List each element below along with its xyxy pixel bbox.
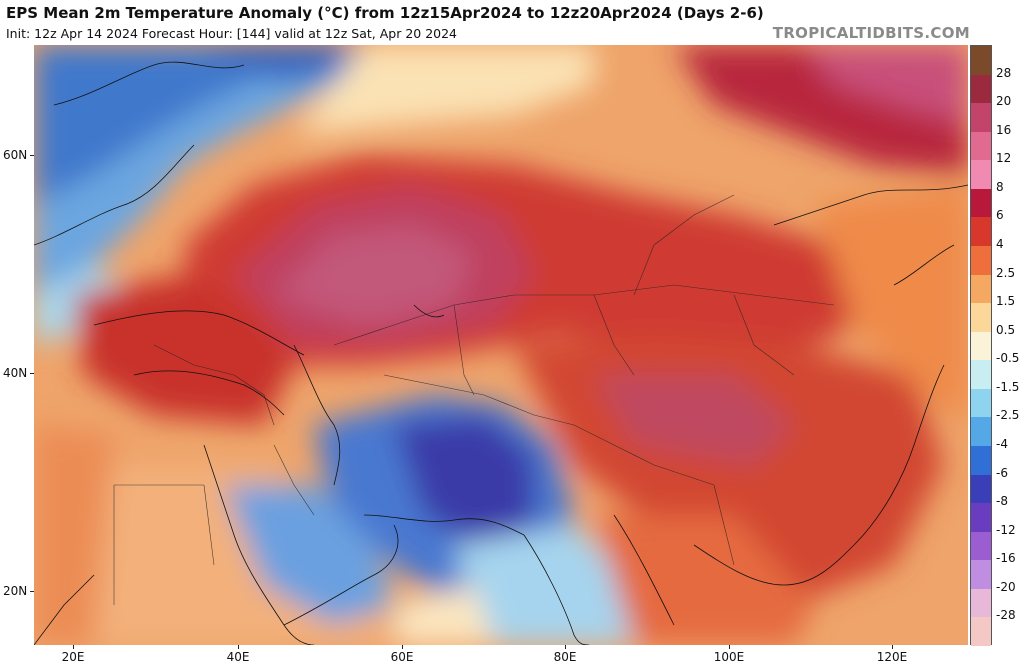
anomaly-field bbox=[34, 45, 968, 645]
lon-tick bbox=[73, 645, 74, 649]
legend-level-label: 28 bbox=[996, 65, 1012, 80]
legend-color-cell bbox=[971, 388, 991, 418]
lon-label-40e: 40E bbox=[226, 650, 250, 664]
legend-level-label: -2.5 bbox=[996, 408, 1020, 423]
lon-label-60e: 60E bbox=[390, 650, 414, 664]
lat-tick bbox=[30, 155, 34, 156]
legend-color-cell bbox=[971, 360, 991, 390]
lon-tick bbox=[565, 645, 566, 649]
legend-color-cell bbox=[971, 74, 991, 104]
legend-color-cell bbox=[971, 217, 991, 247]
legend-level-label: 1.5 bbox=[996, 294, 1016, 309]
lat-label-40n: 40N bbox=[3, 366, 28, 380]
legend-level-label: -0.5 bbox=[996, 351, 1020, 366]
legend-color-cell bbox=[971, 474, 991, 504]
lon-label-120e: 120E bbox=[876, 650, 908, 664]
lat-label-20n: 20N bbox=[3, 584, 28, 598]
legend-color-cell bbox=[971, 417, 991, 447]
brand-watermark[interactable]: TROPICALTIDBITS.COM bbox=[772, 24, 970, 42]
legend-color-cell bbox=[971, 103, 991, 133]
map-canvas bbox=[34, 45, 968, 645]
chart-title: EPS Mean 2m Temperature Anomaly (°C) fro… bbox=[6, 4, 764, 22]
lat-label-60n: 60N bbox=[3, 148, 28, 162]
color-legend bbox=[970, 45, 992, 647]
chart-subtitle: Init: 12z Apr 14 2024 Forecast Hour: [14… bbox=[6, 26, 458, 41]
legend-color-cell bbox=[971, 503, 991, 533]
legend-level-label: -4 bbox=[996, 437, 1008, 451]
legend-color-cell bbox=[971, 588, 991, 618]
legend-level-label: 0.5 bbox=[996, 322, 1016, 337]
lon-label-80e: 80E bbox=[553, 650, 577, 664]
lon-tick bbox=[402, 645, 403, 649]
anomaly-map[interactable] bbox=[34, 45, 968, 645]
lat-tick bbox=[30, 591, 34, 592]
lon-label-20e: 20E bbox=[61, 650, 85, 664]
coastlines bbox=[34, 61, 968, 645]
legend-color-cell bbox=[971, 274, 991, 304]
legend-color-cell bbox=[971, 331, 991, 361]
legend-color-cell bbox=[971, 131, 991, 161]
legend-level-label: 4 bbox=[996, 237, 1004, 251]
legend-color-cell bbox=[971, 303, 991, 333]
legend-color-cell bbox=[971, 560, 991, 590]
legend-color-cell bbox=[971, 246, 991, 276]
legend-level-label: -16 bbox=[996, 551, 1016, 566]
country-borders bbox=[113, 194, 835, 605]
legend-level-label: 12 bbox=[996, 151, 1012, 166]
legend-level-label: -28 bbox=[996, 608, 1016, 623]
lat-tick bbox=[30, 373, 34, 374]
legend-color-cell bbox=[971, 188, 991, 218]
legend-level-label: -1.5 bbox=[996, 379, 1020, 394]
legend-level-label: -12 bbox=[996, 522, 1016, 537]
legend-color-cell bbox=[971, 446, 991, 476]
lon-tick bbox=[238, 645, 239, 649]
legend-level-label: 8 bbox=[996, 179, 1004, 194]
legend-color-cell bbox=[971, 160, 991, 190]
legend-level-label: -8 bbox=[996, 494, 1008, 509]
legend-level-label: 20 bbox=[996, 94, 1012, 109]
legend-color-cell bbox=[971, 531, 991, 561]
legend-color-cell bbox=[971, 46, 991, 76]
lon-tick bbox=[729, 645, 730, 649]
legend-level-label: -20 bbox=[996, 579, 1016, 594]
legend-level-label: 16 bbox=[996, 122, 1012, 137]
legend-level-label: 6 bbox=[996, 208, 1004, 223]
legend-level-label: -6 bbox=[996, 465, 1008, 480]
lon-tick bbox=[892, 645, 893, 649]
lon-label-100e: 100E bbox=[713, 650, 745, 664]
legend-color-cell bbox=[971, 617, 991, 647]
legend-level-label: 2.5 bbox=[996, 265, 1016, 280]
